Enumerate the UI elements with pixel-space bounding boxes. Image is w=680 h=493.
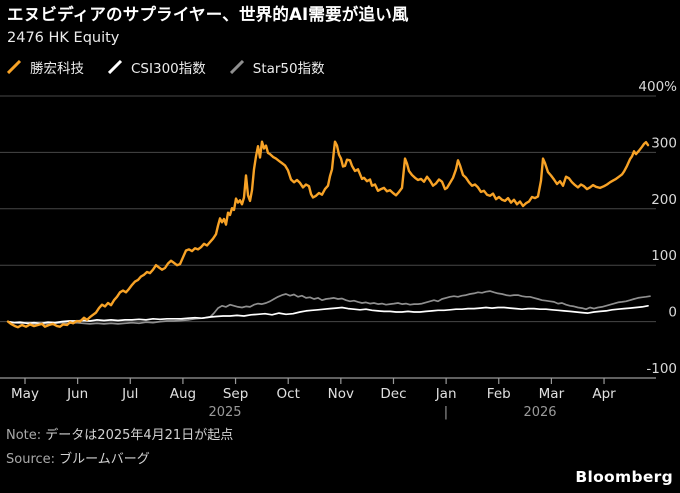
orange-slash-icon: [7, 60, 22, 74]
y-axis-label: 300: [651, 135, 677, 151]
year-label: 2025: [208, 405, 241, 420]
y-axis-label: 200: [651, 192, 677, 208]
year-label: 2026: [523, 405, 556, 420]
chart-header: エヌビディアのサプライヤー、世界的AI需要が追い風 2476 HK Equity: [7, 4, 673, 46]
month-label: Jan: [435, 386, 457, 402]
legend-item-csi300: CSI300指数: [108, 57, 206, 77]
month-label: Jun: [66, 386, 88, 402]
series-line-shenghong: [6, 140, 650, 329]
y-axis-label: -100: [646, 361, 677, 377]
month-label: Mar: [539, 386, 565, 402]
chart-footer: Note: データは2025年4月21日が起点 Source: ブルームバーグ: [6, 428, 674, 476]
month-label: Aug: [170, 386, 196, 402]
series-line-star50: [7, 290, 651, 325]
source-line: Source: ブルームバーグ: [6, 452, 674, 469]
month-label: May: [11, 386, 39, 402]
legend-label: Star50指数: [252, 61, 325, 77]
source-prefix: Source:: [6, 451, 56, 467]
legend-item-shenghong: 勝宏科技: [7, 57, 84, 77]
year-label: |: [444, 405, 448, 420]
series-line-csi300: [7, 304, 649, 325]
y-axis-label: 100: [651, 248, 677, 264]
bloomberg-logo: Bloomberg: [575, 468, 673, 486]
month-label: Sep: [223, 386, 248, 402]
month-label: Oct: [277, 386, 300, 402]
note-prefix: Note:: [6, 428, 42, 443]
note-line: Note: データは2025年4月21日が起点: [6, 428, 674, 445]
chart-legend: 勝宏科技 CSI300指数 Star50指数: [7, 57, 325, 77]
legend-label: CSI300指数: [131, 61, 206, 77]
month-label: Nov: [328, 386, 354, 402]
line-chart: 400% 300 200 100 0 -100 May Jun Jul Aug Sep Oct Nov D…: [0, 79, 677, 420]
month-label: Dec: [380, 386, 406, 402]
legend-item-star50: Star50指数: [229, 57, 325, 77]
month-label: Feb: [487, 386, 511, 402]
gray-slash-icon: [229, 60, 244, 74]
month-label: Apr: [592, 386, 616, 402]
chart-title: エヌビディアのサプライヤー、世界的AI需要が追い風: [7, 5, 409, 24]
legend-label: 勝宏科技: [30, 61, 84, 77]
chart-subtitle: 2476 HK Equity: [7, 30, 120, 47]
y-axis-label: 400%: [638, 79, 677, 95]
source-text: ブルームバーグ: [59, 451, 150, 467]
note-text: データは2025年4月21日が起点: [45, 428, 234, 443]
y-axis-label: 0: [668, 305, 677, 321]
month-label: Jul: [121, 386, 138, 402]
white-slash-icon: [108, 60, 123, 74]
